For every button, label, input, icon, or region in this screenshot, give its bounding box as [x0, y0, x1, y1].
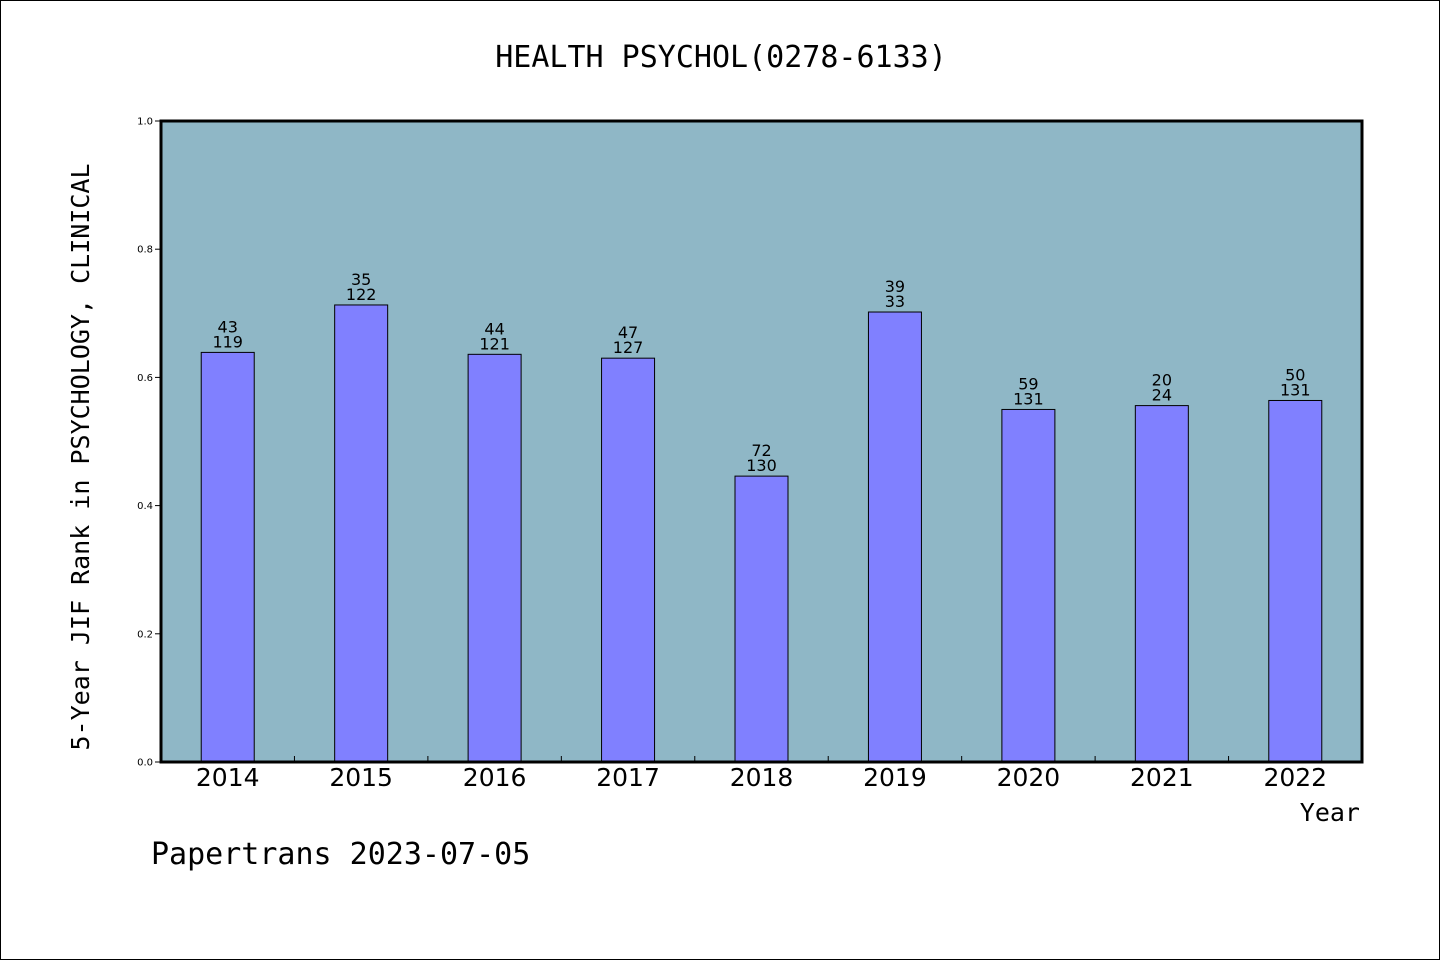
y-tick-label: 0.8 — [137, 245, 153, 256]
bar-labels-group: 4311935122441214712772130393359131202450… — [212, 270, 1310, 475]
bar-total-label-2015: 122 — [346, 285, 377, 304]
bar-total-label-2016: 121 — [479, 334, 510, 353]
y-tick-label: 1.0 — [137, 117, 153, 128]
bar-rank-label-2016: 44 — [484, 319, 504, 338]
bar-total-label-2018: 130 — [746, 456, 777, 475]
bar-total-label-2021: 24 — [1152, 386, 1172, 405]
bar-2022 — [1268, 399, 1323, 763]
x-axis-label: Year — [1300, 798, 1360, 827]
bar-rank-label-2022: 50 — [1285, 365, 1305, 384]
bar-2021 — [1134, 405, 1189, 763]
bar-2016 — [467, 353, 522, 763]
bar-2018 — [734, 475, 789, 763]
y-tick-label: 0.4 — [137, 501, 153, 512]
bar-rank-label-2015: 35 — [351, 270, 371, 289]
bar-total-label-2020: 131 — [1013, 389, 1044, 408]
x-tick-label-2020: 2020 — [997, 763, 1061, 792]
bar-2014 — [200, 351, 255, 763]
x-tick-label-2017: 2017 — [596, 763, 660, 792]
bars-group — [200, 304, 1323, 763]
x-tick-label-2022: 2022 — [1263, 763, 1327, 792]
bar-2020 — [1001, 408, 1056, 763]
chart-title: HEALTH PSYCHOL(0278-6133) — [495, 40, 947, 75]
bar-2015 — [334, 304, 389, 763]
bar-total-label-2017: 127 — [613, 338, 644, 357]
y-axis-ticks: 0.0 0.2 0.4 0.6 0.8 1.0 — [137, 117, 161, 769]
bar-rank-label-2017: 47 — [618, 323, 638, 342]
bar-2019 — [867, 311, 922, 763]
bar-rank-label-2020: 59 — [1018, 374, 1038, 393]
y-axis-label: 5-Year JIF Rank in PSYCHOLOGY, CLINICAL — [66, 164, 95, 751]
y-tick-label: 0.6 — [137, 373, 153, 384]
x-tick-label-2015: 2015 — [329, 763, 393, 792]
y-tick-label: 0.2 — [137, 629, 153, 640]
x-tick-label-2021: 2021 — [1130, 763, 1194, 792]
x-tick-label-2019: 2019 — [863, 763, 927, 792]
x-tick-label-2018: 2018 — [730, 763, 794, 792]
bar-rank-label-2019: 39 — [885, 277, 905, 296]
bar-rank-label-2014: 43 — [218, 317, 238, 336]
x-tick-label-2016: 2016 — [463, 763, 527, 792]
bar-2017 — [601, 357, 656, 763]
y-tick-label: 0.0 — [137, 758, 153, 769]
x-tick-label-2014: 2014 — [196, 763, 260, 792]
watermark-text: Papertrans 2023-07-05 — [151, 837, 530, 872]
bar-rank-label-2021: 20 — [1152, 371, 1172, 390]
bar-total-label-2019: 33 — [885, 292, 905, 311]
x-tick-labels-group: 2014 2015 2016 2017 2018 2019 2020 2021 2022 — [196, 763, 1327, 792]
bar-rank-label-2018: 72 — [751, 441, 771, 460]
bar-total-label-2014: 119 — [212, 332, 243, 351]
bar-total-label-2022: 131 — [1280, 380, 1311, 399]
plot-border — [159, 119, 1364, 764]
